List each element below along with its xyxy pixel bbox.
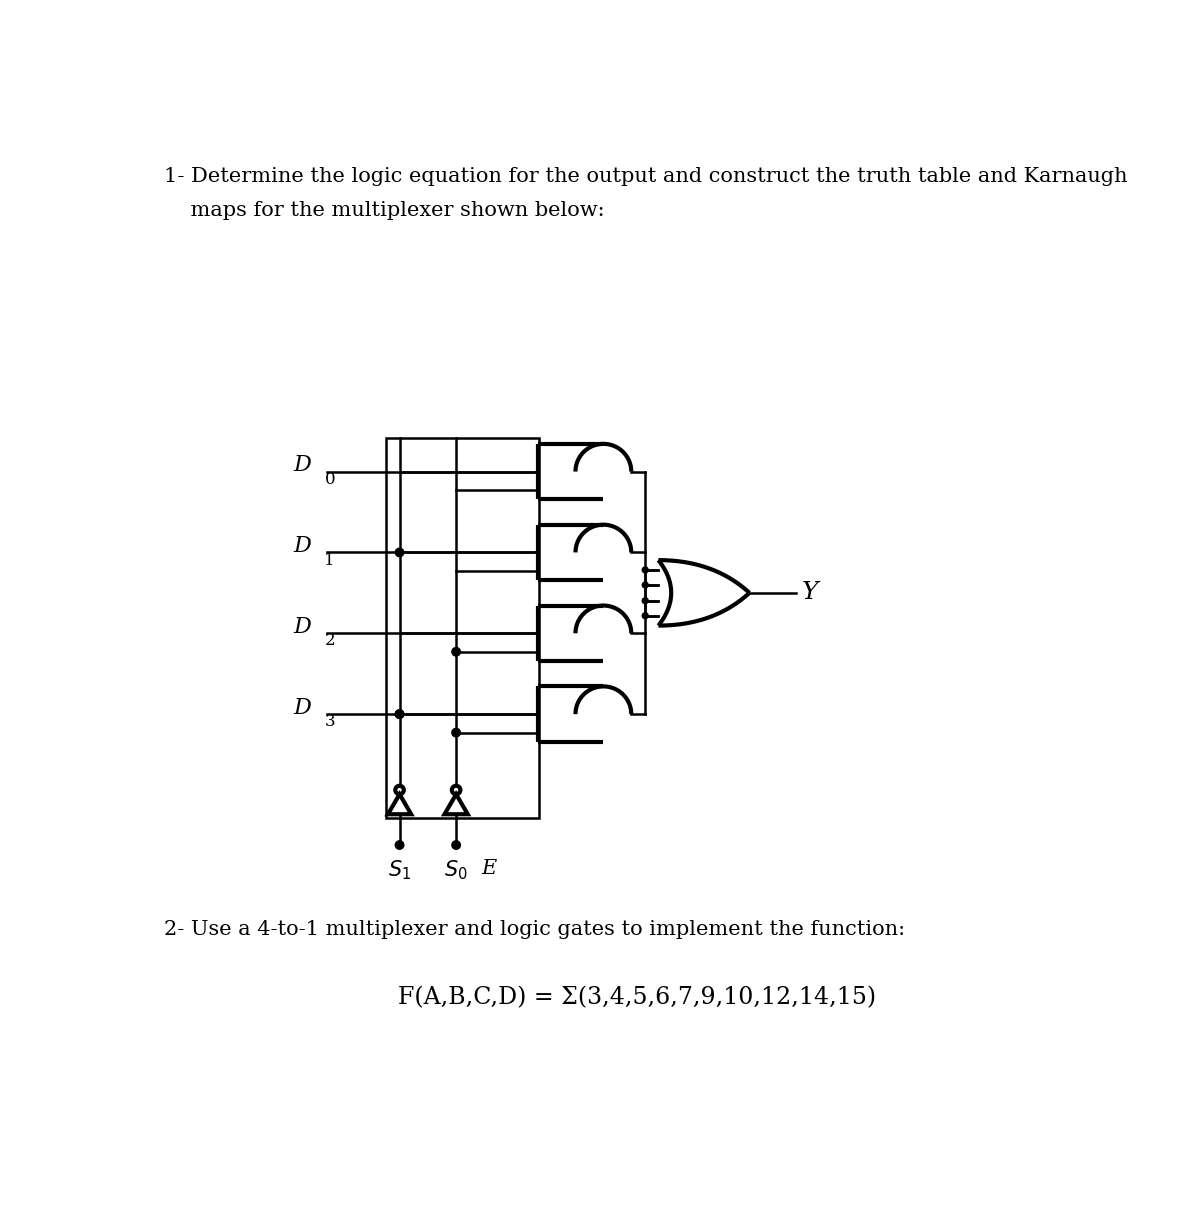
Circle shape <box>395 710 404 719</box>
Text: 2: 2 <box>324 633 335 649</box>
Text: D: D <box>293 697 311 719</box>
Text: F(A,B,C,D) = Σ(3,4,5,6,7,9,10,12,14,15): F(A,B,C,D) = Σ(3,4,5,6,7,9,10,12,14,15) <box>398 986 876 1009</box>
Circle shape <box>642 567 648 573</box>
Circle shape <box>452 728 461 737</box>
Circle shape <box>452 841 461 849</box>
Text: D: D <box>293 455 311 477</box>
Circle shape <box>395 841 404 849</box>
Circle shape <box>642 582 648 588</box>
Circle shape <box>452 648 461 656</box>
Text: Y: Y <box>802 582 818 605</box>
Text: 1- Determine the logic equation for the output and construct the truth table and: 1- Determine the logic equation for the … <box>164 167 1128 187</box>
Text: E: E <box>481 859 497 877</box>
Text: $S_1$: $S_1$ <box>388 859 412 882</box>
Circle shape <box>642 612 648 618</box>
Circle shape <box>642 598 648 604</box>
Text: 0: 0 <box>324 470 335 488</box>
Text: 1: 1 <box>324 551 335 568</box>
Circle shape <box>395 710 404 719</box>
Text: $S_0$: $S_0$ <box>444 859 468 882</box>
Text: D: D <box>293 535 311 557</box>
Text: 3: 3 <box>324 714 335 731</box>
Text: maps for the multiplexer shown below:: maps for the multiplexer shown below: <box>164 200 605 220</box>
Text: D: D <box>293 616 311 638</box>
Text: 2- Use a 4-to-1 multiplexer and logic gates to implement the function:: 2- Use a 4-to-1 multiplexer and logic ga… <box>164 920 905 938</box>
Circle shape <box>395 549 404 557</box>
